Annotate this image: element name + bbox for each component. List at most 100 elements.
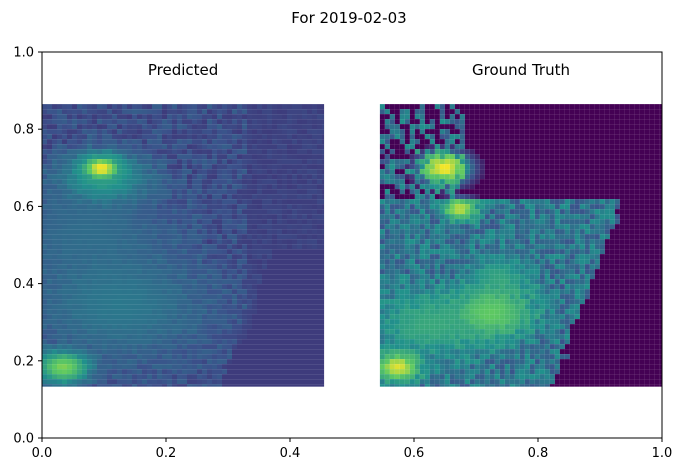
heatmap-cell: [42, 119, 47, 125]
heatmap-cell: [484, 219, 490, 225]
heatmap-cell: [87, 284, 92, 290]
heatmap-cell: [137, 229, 142, 235]
heatmap-cell: [67, 269, 72, 275]
heatmap-cell: [112, 134, 117, 140]
heatmap-cell: [584, 114, 590, 120]
heatmap-cell: [172, 334, 177, 340]
heatmap-cell: [62, 239, 67, 245]
heatmap-cell: [564, 159, 570, 165]
heatmap-cell: [292, 174, 297, 180]
heatmap-cell: [227, 294, 232, 300]
heatmap-cell: [122, 139, 127, 145]
heatmap-cell: [122, 329, 127, 335]
heatmap-cell: [92, 169, 97, 175]
heatmap-cell: [589, 224, 595, 230]
heatmap-cell: [394, 234, 400, 240]
heatmap-cell: [287, 174, 292, 180]
heatmap-cell: [277, 334, 282, 340]
heatmap-cell: [379, 179, 385, 185]
heatmap-cell: [197, 299, 202, 305]
heatmap-cell: [544, 159, 550, 165]
heatmap-cell: [489, 144, 495, 150]
heatmap-cell: [87, 234, 92, 240]
heatmap-cell: [302, 139, 307, 145]
heatmap-cell: [182, 259, 187, 265]
heatmap-cell: [424, 219, 430, 225]
heatmap-cell: [644, 184, 650, 190]
heatmap-cell: [62, 354, 67, 360]
heatmap-cell: [307, 139, 312, 145]
heatmap-cell: [514, 249, 520, 255]
heatmap-cell: [172, 104, 177, 110]
heatmap-cell: [52, 169, 57, 175]
heatmap-cell: [404, 114, 410, 120]
heatmap-cell: [489, 124, 495, 130]
heatmap-cell: [122, 144, 127, 150]
heatmap-cell: [629, 189, 635, 195]
heatmap-cell: [579, 219, 585, 225]
heatmap-cell: [227, 169, 232, 175]
heatmap-cell: [267, 284, 272, 290]
heatmap-cell: [639, 144, 645, 150]
heatmap-cell: [67, 204, 72, 210]
heatmap-cell: [292, 179, 297, 185]
heatmap-cell: [212, 194, 217, 200]
heatmap-cell: [614, 104, 620, 110]
heatmap-cell: [147, 264, 152, 270]
heatmap-cell: [197, 134, 202, 140]
heatmap-cell: [242, 319, 247, 325]
heatmap-cell: [544, 209, 550, 215]
heatmap-cell: [197, 344, 202, 350]
heatmap-cell: [197, 114, 202, 120]
heatmap-cell: [659, 149, 662, 155]
heatmap-cell: [177, 194, 182, 200]
heatmap-cell: [102, 159, 107, 165]
heatmap-cell: [112, 184, 117, 190]
heatmap-cell: [519, 134, 525, 140]
heatmap-cell: [197, 214, 202, 220]
heatmap-cell: [112, 149, 117, 155]
heatmap-cell: [614, 189, 620, 195]
heatmap-cell: [232, 364, 237, 370]
heatmap-cell: [127, 104, 132, 110]
heatmap-cell: [569, 199, 575, 205]
heatmap-cell: [72, 244, 77, 250]
heatmap-cell: [112, 264, 117, 270]
heatmap-cell: [312, 384, 317, 387]
heatmap-cell: [434, 129, 440, 135]
heatmap-cell: [257, 204, 262, 210]
heatmap-cell: [172, 284, 177, 290]
heatmap-cell: [292, 119, 297, 125]
heatmap-cell: [247, 234, 252, 240]
heatmap-cell: [499, 139, 505, 145]
heatmap-cell: [227, 254, 232, 260]
heatmap-cell: [42, 214, 47, 220]
heatmap-cell: [72, 234, 77, 240]
heatmap-cell: [47, 154, 52, 160]
heatmap-cell: [142, 354, 147, 360]
heatmap-cell: [137, 194, 142, 200]
heatmap-cell: [142, 234, 147, 240]
heatmap-cell: [499, 209, 505, 215]
heatmap-cell: [217, 109, 222, 115]
heatmap-cell: [197, 119, 202, 125]
heatmap-cell: [589, 139, 595, 145]
heatmap-cell: [82, 224, 87, 230]
heatmap-cell: [424, 199, 430, 205]
heatmap-cell: [137, 344, 142, 350]
heatmap-cell: [302, 304, 307, 310]
heatmap-cell: [47, 244, 52, 250]
heatmap-cell: [307, 234, 312, 240]
heatmap-cell: [122, 249, 127, 255]
heatmap-cell: [72, 289, 77, 295]
heatmap-cell: [157, 349, 162, 355]
heatmap-cell: [157, 314, 162, 320]
heatmap-cell: [207, 274, 212, 280]
heatmap-cell: [569, 129, 575, 135]
heatmap-cell: [629, 199, 635, 205]
heatmap-cell: [192, 129, 197, 135]
heatmap-cell: [107, 159, 112, 165]
heatmap-cell: [277, 289, 282, 295]
heatmap-cell: [102, 139, 107, 145]
heatmap-cell: [207, 279, 212, 285]
